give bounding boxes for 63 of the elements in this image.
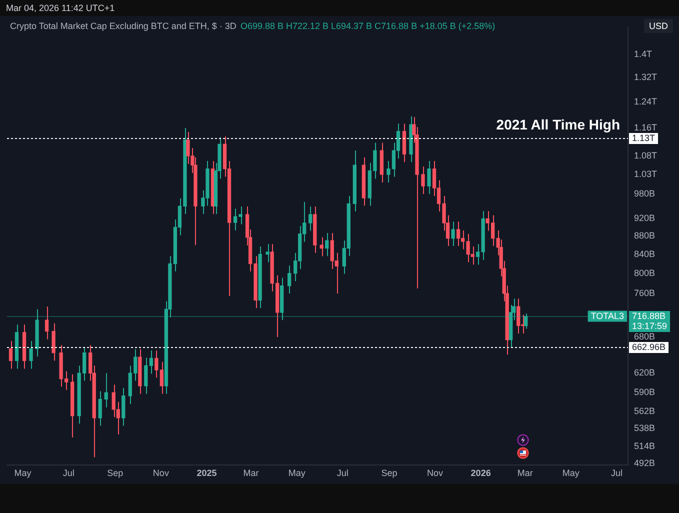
y-tick-label: 590B — [634, 387, 656, 398]
x-tick-label: May — [562, 468, 580, 478]
x-tick-label: Nov — [152, 468, 170, 478]
y-tick-label: 680B — [634, 331, 656, 342]
candlestick — [402, 123, 406, 163]
y-tick-label: 800B — [634, 268, 656, 278]
candlestick — [122, 387, 126, 426]
y-tick-label: 1.16T — [634, 122, 658, 132]
y-tick-label: 492B — [634, 458, 656, 468]
x-tick-label: 2025 — [196, 468, 217, 478]
x-tick-label: Jul — [336, 468, 348, 478]
candlestick — [98, 390, 102, 426]
ref-line-label: 662.96B — [632, 342, 666, 352]
y-tick-label: 620B — [634, 368, 656, 378]
candlestick — [325, 232, 329, 257]
candlestick — [456, 221, 460, 246]
text: Mar 04, 2026 11:42 UTC+1 — [6, 3, 115, 13]
candlestick — [8, 340, 13, 370]
candlestick — [288, 265, 292, 294]
candlestick — [29, 340, 33, 370]
y-tick-label: 1.03T — [634, 168, 658, 179]
x-tick-label: 2026 — [470, 468, 491, 478]
y-tick-label: 562B — [634, 406, 656, 416]
candlestick — [104, 372, 108, 408]
x-tick-label: May — [288, 468, 306, 478]
x-tick-label: Mar — [517, 468, 533, 478]
x-tick-label: May — [14, 468, 32, 478]
x-tick-label: Jul — [610, 468, 622, 478]
candlestick — [308, 206, 312, 232]
y-tick-label: 880B — [634, 230, 656, 241]
x-tick-label: Sep — [381, 468, 398, 478]
annotation: 2021 All Time High — [496, 116, 620, 132]
y-tick-label: 980B — [634, 188, 656, 198]
candlestick — [524, 312, 528, 330]
y-tick-label: 514B — [634, 440, 656, 451]
candlestick — [320, 236, 324, 257]
x-tick-label: Nov — [427, 468, 444, 478]
y-axis-title: USD — [644, 19, 673, 33]
candlestick — [427, 160, 431, 194]
y-tick-label: 760B — [634, 288, 656, 298]
candlestick — [516, 298, 520, 334]
ref-line-label: 1.13T — [632, 132, 656, 143]
chart-title: Crypto Total Market Cap Excluding BTC and ETH, $ · 3D — [10, 21, 236, 31]
candlestick — [421, 166, 425, 194]
candlestick — [44, 306, 49, 340]
candlestick — [149, 350, 154, 374]
x-tick-label: Mar — [243, 468, 259, 478]
candlestick — [266, 244, 270, 263]
y-tick-label: 1.24T — [634, 96, 658, 106]
annotation: TOTAL3 — [590, 310, 624, 321]
ref-line-label: 716.88B 13:17:59 — [632, 310, 668, 331]
candlestick — [144, 357, 148, 394]
x-tick-label: Jul — [62, 468, 74, 478]
y-tick-label: 538B — [634, 423, 656, 434]
x-tick-label: Sep — [107, 468, 124, 478]
candlestick — [52, 322, 56, 362]
y-tick-label: 1.08T — [634, 150, 658, 160]
candlestick — [451, 221, 455, 246]
y-tick-label: 920B — [634, 213, 656, 224]
y-tick-label: 1.32T — [634, 72, 658, 82]
y-tick-label: 1.4T — [634, 48, 653, 59]
y-tick-label: 840B — [634, 248, 656, 259]
annotation: O699.88 B H722.12 B L694.37 B C716.88 B +18.05 B (+2.58%) — [240, 21, 496, 31]
